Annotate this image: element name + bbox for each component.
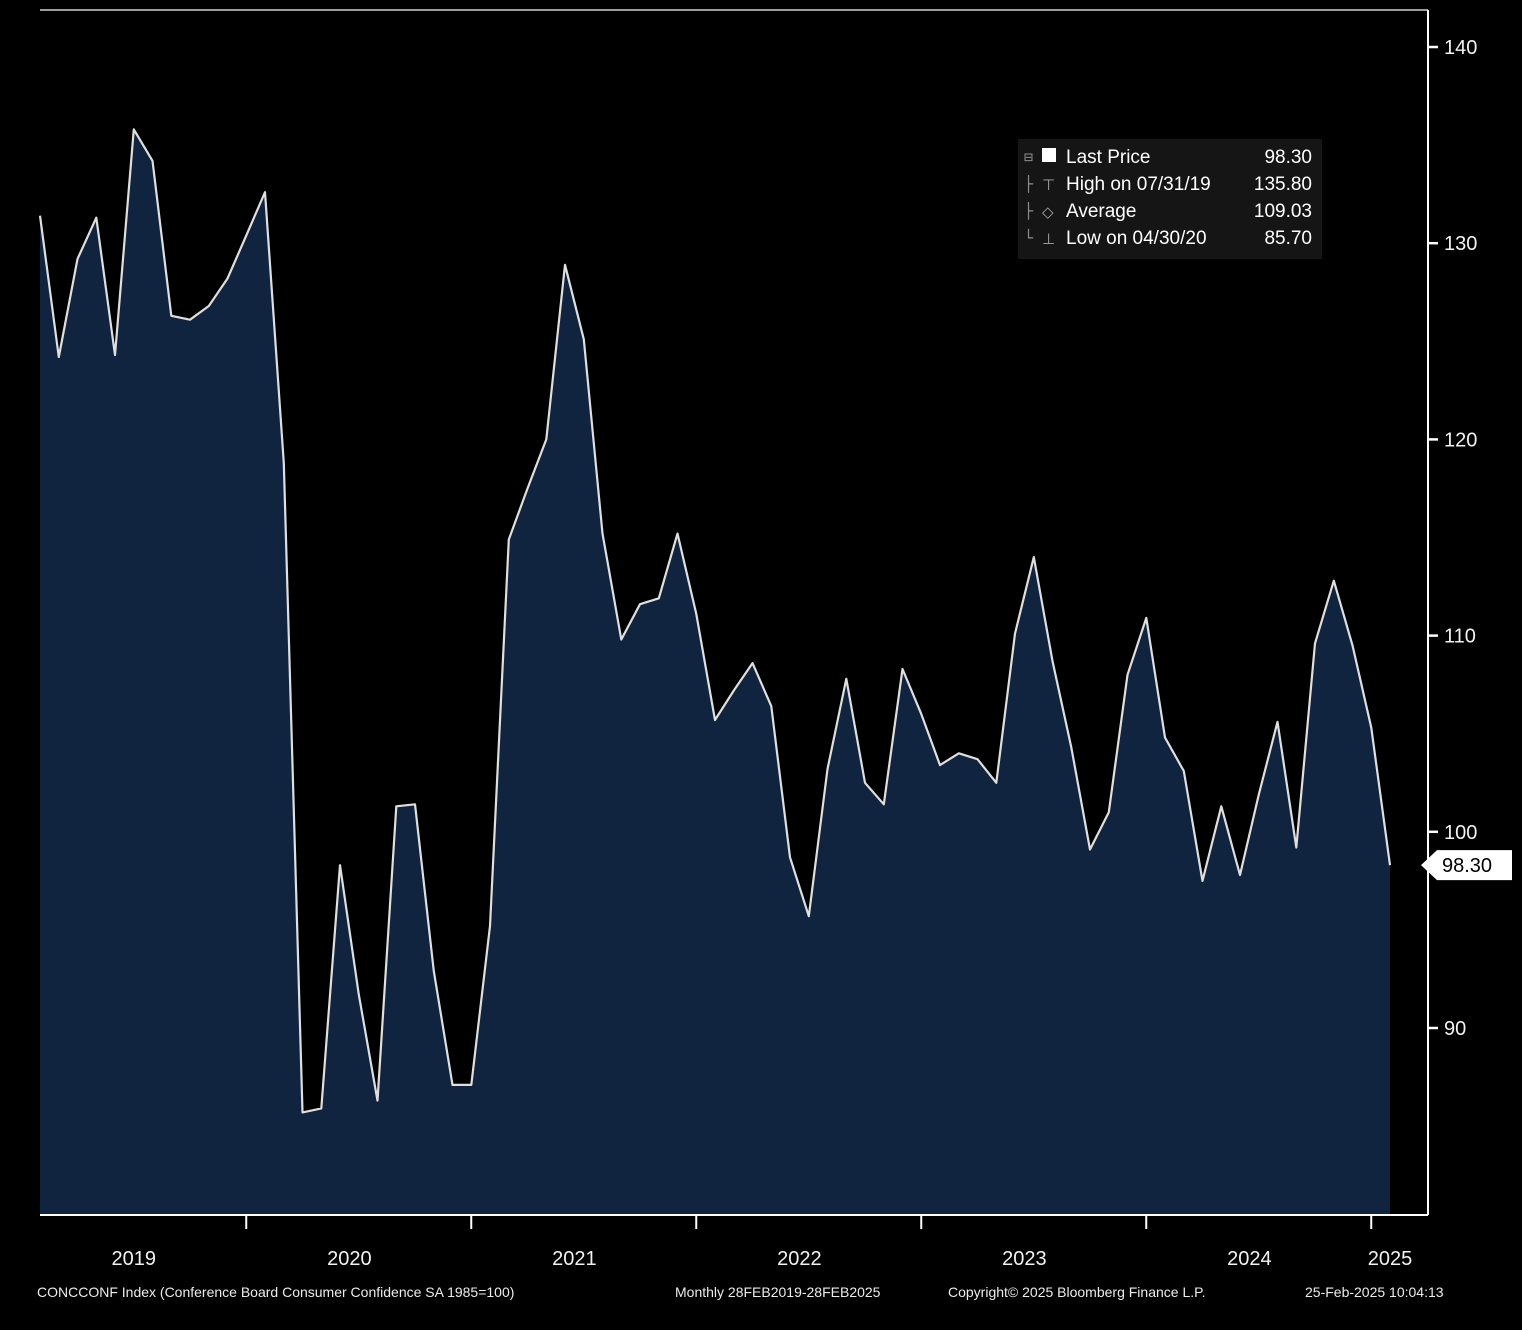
y-axis-tick-label: 100 — [1444, 822, 1477, 844]
footer-copyright: Copyright© 2025 Bloomberg Finance L.P. — [948, 1284, 1206, 1300]
footer-timestamp: 25-Feb-2025 10:04:13 — [1305, 1284, 1444, 1300]
legend: ⊟ Last Price 98.30 ├ ⊤ High on 07/31/19 … — [1018, 139, 1322, 259]
legend-label-last-price: Last Price — [1066, 146, 1151, 168]
x-axis-year-label: 2024 — [1227, 1248, 1272, 1270]
y-axis-tick-label: 120 — [1444, 429, 1477, 451]
last-price-flag-text: 98.30 — [1442, 855, 1492, 877]
last-price-swatch-icon — [1042, 148, 1056, 162]
average-marker-icon: ◇ — [1042, 202, 1054, 221]
tree-branch-icon: ├ — [1024, 175, 1034, 193]
legend-row-low[interactable]: └ ⊥ Low on 04/30/20 85.70 — [1024, 225, 1312, 252]
footer-bar: CONCCONF Index (Conference Board Consume… — [0, 1284, 1522, 1314]
legend-label-low: Low on 04/30/20 — [1066, 227, 1207, 249]
legend-row-high[interactable]: ├ ⊤ High on 07/31/19 135.80 — [1024, 171, 1312, 198]
legend-value-last-price: 98.30 — [1264, 146, 1312, 168]
x-axis-year-label: 2023 — [1002, 1248, 1047, 1270]
high-marker-icon: ⊤ — [1042, 175, 1056, 194]
legend-label-high: High on 07/31/19 — [1066, 173, 1211, 195]
last-price-flag — [1421, 850, 1512, 881]
y-axis-tick-label: 110 — [1444, 626, 1476, 648]
tree-end-icon: └ — [1024, 229, 1034, 247]
price-area — [40, 129, 1390, 1215]
x-axis-year-label: 2019 — [112, 1248, 157, 1270]
x-axis-year-label: 2020 — [327, 1248, 372, 1270]
legend-collapse-icon[interactable]: ⊟ — [1024, 148, 1034, 166]
legend-value-low: 85.70 — [1264, 227, 1312, 249]
price-line — [38, 128, 1392, 1114]
footer-periodicity: Monthly 28FEB2019-28FEB2025 — [675, 1284, 881, 1300]
footer-security-description: CONCCONF Index (Conference Board Consume… — [37, 1284, 515, 1300]
x-axis-year-label: 2021 — [552, 1248, 597, 1270]
legend-value-high: 135.80 — [1253, 173, 1312, 195]
y-axis-tick-label: 140 — [1444, 37, 1477, 59]
x-axis-year-label: 2025 — [1368, 1248, 1413, 1270]
legend-value-average: 109.03 — [1253, 200, 1312, 222]
legend-label-average: Average — [1066, 200, 1137, 222]
x-axis-year-label: 2022 — [777, 1248, 822, 1270]
y-axis-tick-label: 90 — [1444, 1018, 1466, 1040]
tree-branch-icon: ├ — [1024, 202, 1034, 220]
legend-row-last-price[interactable]: ⊟ Last Price 98.30 — [1024, 144, 1312, 171]
low-marker-icon: ⊥ — [1042, 229, 1056, 248]
legend-row-average[interactable]: ├ ◇ Average 109.03 — [1024, 198, 1312, 225]
y-axis-tick-label: 130 — [1444, 233, 1477, 255]
